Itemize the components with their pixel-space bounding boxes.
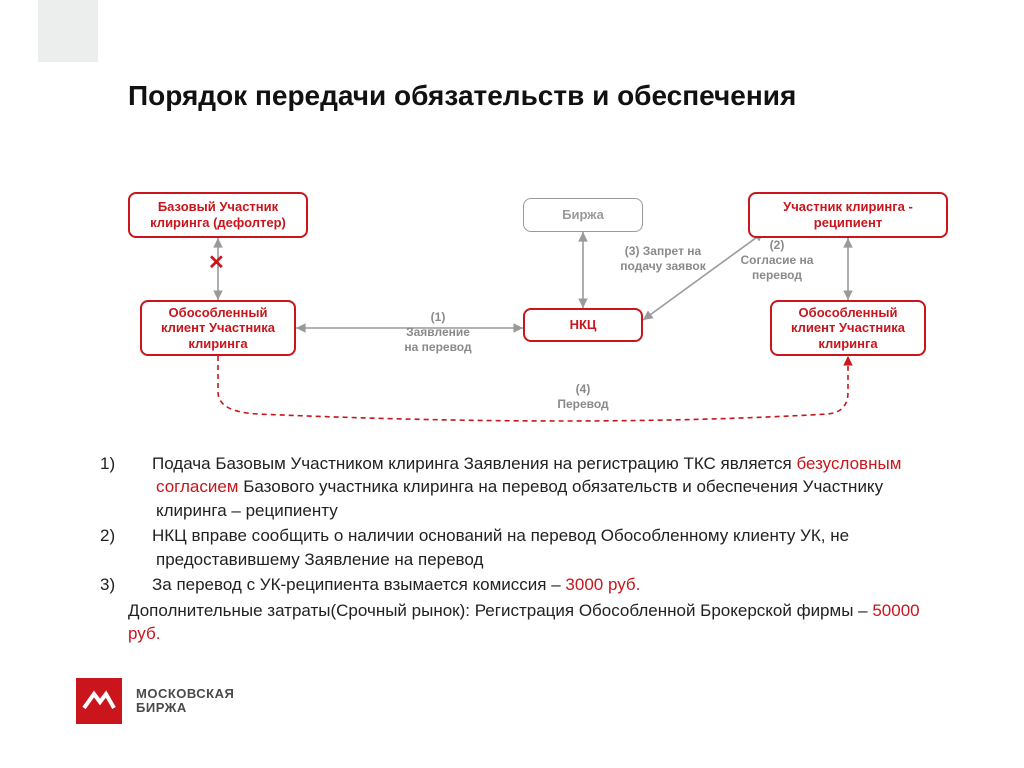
- node-isolated-client-right: Обособленный клиент Участника клиринга: [770, 300, 926, 356]
- flowchart: Базовый Участник клиринга (дефолтер) Бир…: [128, 192, 948, 432]
- slide: Порядок передачи обязательств и обеспече…: [0, 0, 1024, 768]
- edge-label-3: (3) Запрет на подачу заявок: [598, 244, 728, 274]
- note-2: 2)НКЦ вправе сообщить о наличии основани…: [156, 524, 948, 571]
- note-1: 1)Подача Базовым Участником клиринга Зая…: [156, 452, 948, 522]
- node-recipient: Участник клиринга - реципиент: [748, 192, 948, 238]
- moex-logo-icon: [76, 678, 122, 724]
- node-exchange: Биржа: [523, 198, 643, 232]
- node-nkc: НКЦ: [523, 308, 643, 342]
- edge-label-4: (4) Перевод: [523, 382, 643, 412]
- notes-block: 1)Подача Базовым Участником клиринга Зая…: [128, 452, 948, 646]
- cross-icon: ✕: [208, 250, 225, 275]
- edge-label-2: (2) Согласие на перевод: [722, 238, 832, 283]
- note-extra: Дополнительные затраты(Срочный рынок): Р…: [128, 599, 948, 646]
- top-left-strip: [38, 0, 98, 62]
- node-isolated-client-left: Обособленный клиент Участника клиринга: [140, 300, 296, 356]
- footer-logo-text: МОСКОВСКАЯ БИРЖА: [136, 687, 234, 714]
- node-base-participant: Базовый Участник клиринга (дефолтер): [128, 192, 308, 238]
- note-3: 3)За перевод с УК-реципиента взымается к…: [156, 573, 948, 596]
- edge-label-1: (1) Заявление на перевод: [383, 310, 493, 355]
- page-title: Порядок передачи обязательств и обеспече…: [128, 78, 948, 113]
- footer-logo: МОСКОВСКАЯ БИРЖА: [76, 678, 234, 724]
